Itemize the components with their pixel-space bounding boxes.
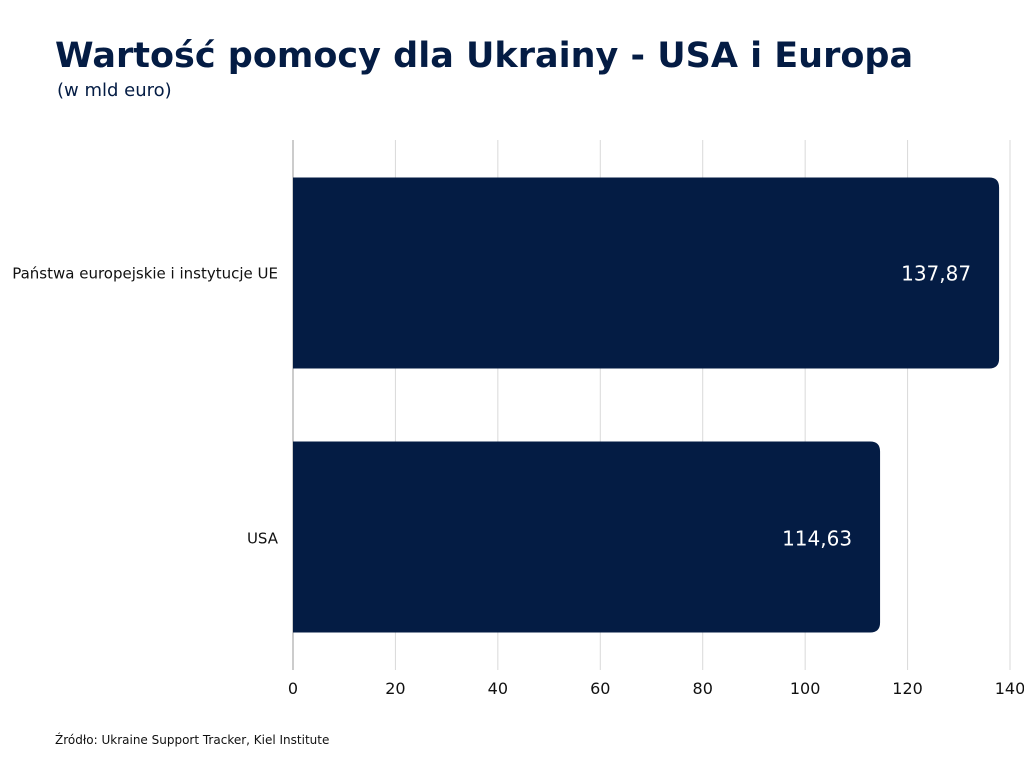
chart-title: Wartość pomocy dla Ukrainy - USA i Europ… xyxy=(55,36,914,76)
x-tick-label: 20 xyxy=(385,679,405,698)
bar-value-label: 114,63 xyxy=(782,527,852,551)
chart-subtitle: (w mld euro) xyxy=(57,80,172,101)
bar-value-label: 137,87 xyxy=(901,262,971,286)
x-tick-label: 40 xyxy=(488,679,508,698)
x-tick-label: 80 xyxy=(693,679,713,698)
x-tick-label: 60 xyxy=(590,679,610,698)
x-tick-label: 0 xyxy=(288,679,298,698)
x-tick-label: 140 xyxy=(995,679,1024,698)
x-tick-label: 120 xyxy=(892,679,923,698)
bar xyxy=(293,177,1000,369)
x-tick-label: 100 xyxy=(790,679,821,698)
source-note: Źródło: Ukraine Support Tracker, Kiel In… xyxy=(55,733,330,747)
bar xyxy=(293,441,881,633)
category-label: USA xyxy=(247,530,279,548)
category-label: Państwa europejskie i instytucje UE xyxy=(12,265,278,283)
